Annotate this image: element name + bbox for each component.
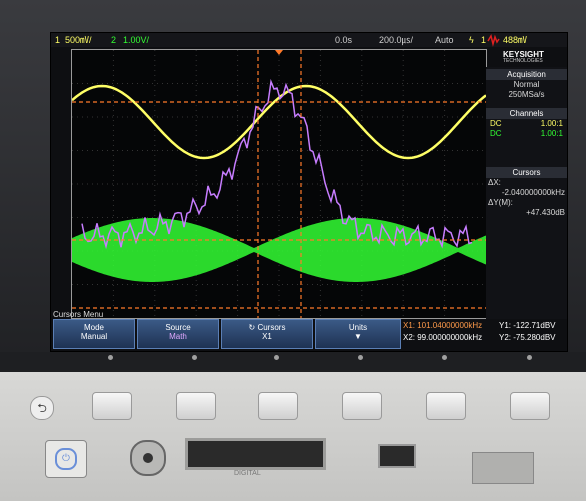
units-label: Units (348, 323, 368, 332)
ch2-trace (72, 218, 486, 282)
ch2-ratio: 1.00:1 (540, 129, 563, 138)
softkey-indicator (442, 355, 447, 360)
cursors-softkey[interactable]: ↻ Cursors X1 (221, 319, 313, 349)
time-offset[interactable]: 0.0s (335, 35, 353, 45)
probe-comp-terminals (472, 452, 534, 484)
status-bar: 1 500㎷/ 2 1.00V/ 0.0s 200.0㎲/ Auto ϟ 1 4… (51, 33, 567, 47)
channel-row-1: DC 1.00:1 (486, 119, 567, 129)
power-button[interactable]: ⏻ (45, 440, 87, 478)
channels-title[interactable]: Channels (486, 108, 567, 119)
graticule (71, 49, 487, 319)
mode-label: Mode (83, 323, 104, 332)
ch1-ratio: 1.00:1 (540, 119, 563, 128)
mode-softkey[interactable]: Mode Manual (53, 319, 135, 349)
timebase[interactable]: 200.0㎲/ (379, 35, 414, 45)
acquisition-rate: 250MSa/s (508, 90, 545, 99)
menu-title: Cursors Menu (53, 310, 104, 319)
softkey-indicator (527, 355, 532, 360)
softkey-3[interactable] (258, 392, 298, 420)
y2-readout: Y2: -75.280dBV (499, 333, 556, 342)
channel-row-2: DC 1.00:1 (486, 129, 567, 139)
digital-connector[interactable] (185, 438, 326, 470)
x1-readout: X1: 101.04000000kHz (403, 321, 483, 330)
softkey-menu: Mode Manual Source Math ↻ Cursors X1 Uni… (51, 319, 567, 349)
oscilloscope-screen: 1 500㎷/ 2 1.00V/ 0.0s 200.0㎲/ Auto ϟ 1 4… (50, 32, 568, 352)
chevron-down-icon: ▼ (354, 332, 362, 341)
acquisition-mode: Normal (513, 80, 540, 89)
back-arrow-icon[interactable]: ⮌ (30, 396, 54, 420)
softkey-indicator (108, 355, 113, 360)
softkey-6[interactable] (510, 392, 550, 420)
ch1-number[interactable]: 1 (55, 35, 61, 45)
ch2-coupling: DC (490, 129, 502, 138)
units-softkey[interactable]: Units ▼ (315, 319, 401, 349)
softkey-4[interactable] (342, 392, 382, 420)
x2-readout: X2: 99.000000000kHz (403, 333, 483, 342)
front-panel: ⮌ ⏻ DIGITAL (0, 372, 586, 501)
source-softkey[interactable]: Source Math (137, 319, 219, 349)
usb-port[interactable] (378, 444, 416, 468)
trigger-mode[interactable]: Auto (435, 35, 454, 45)
source-value: Math (169, 332, 187, 341)
ch2-number[interactable]: 2 (111, 35, 117, 45)
cursors-value: X1 (262, 332, 272, 341)
cursors-label: Cursors (257, 323, 286, 332)
delta-y-value: +47.430dB (526, 208, 565, 217)
delta-y-label: ΔY(M): (488, 198, 513, 207)
trigger-level[interactable]: 488㎷ (503, 35, 528, 45)
math-trace (81, 78, 473, 250)
power-icon: ⏻ (55, 448, 77, 470)
digital-label: DIGITAL (234, 470, 261, 477)
delta-x-label: ΔX: (488, 178, 501, 187)
cursor-readout: X1: 101.04000000kHz X2: 99.000000000kHz … (401, 319, 567, 347)
bnc-connector[interactable] (130, 440, 166, 476)
softkey-5[interactable] (426, 392, 466, 420)
cursors-title[interactable]: Cursors (486, 167, 567, 178)
delta-x-value: -2.040000000kHz (501, 188, 565, 197)
mode-value: Manual (80, 332, 108, 341)
acquisition-title[interactable]: Acquisition (486, 69, 567, 80)
softkey-strip (0, 352, 586, 374)
softkey-indicator (192, 355, 197, 360)
keysight-logo (486, 33, 567, 47)
ch1-scale[interactable]: 500㎷/ (65, 35, 92, 45)
trigger-marker (275, 50, 283, 55)
brand-name: KEYSIGHT (503, 50, 544, 59)
softkey-indicator (274, 355, 279, 360)
trigger-channel: 1 (481, 35, 487, 45)
brand-sub: TECHNOLOGIES (503, 58, 543, 64)
softkey-1[interactable] (92, 392, 132, 420)
source-label: Source (165, 323, 191, 332)
lightning-icon: ϟ (469, 35, 474, 45)
ch1-coupling: DC (490, 119, 502, 128)
softkey-indicator (358, 355, 363, 360)
rotate-knob-icon: ↻ (248, 323, 258, 332)
softkey-2[interactable] (176, 392, 216, 420)
waveform-display (71, 50, 487, 318)
right-sidebar: Acquisition Normal 250MSa/s Channels DC … (486, 67, 567, 319)
y1-readout: Y1: -122.71dBV (499, 321, 556, 330)
ch2-scale[interactable]: 1.00V/ (123, 35, 150, 45)
